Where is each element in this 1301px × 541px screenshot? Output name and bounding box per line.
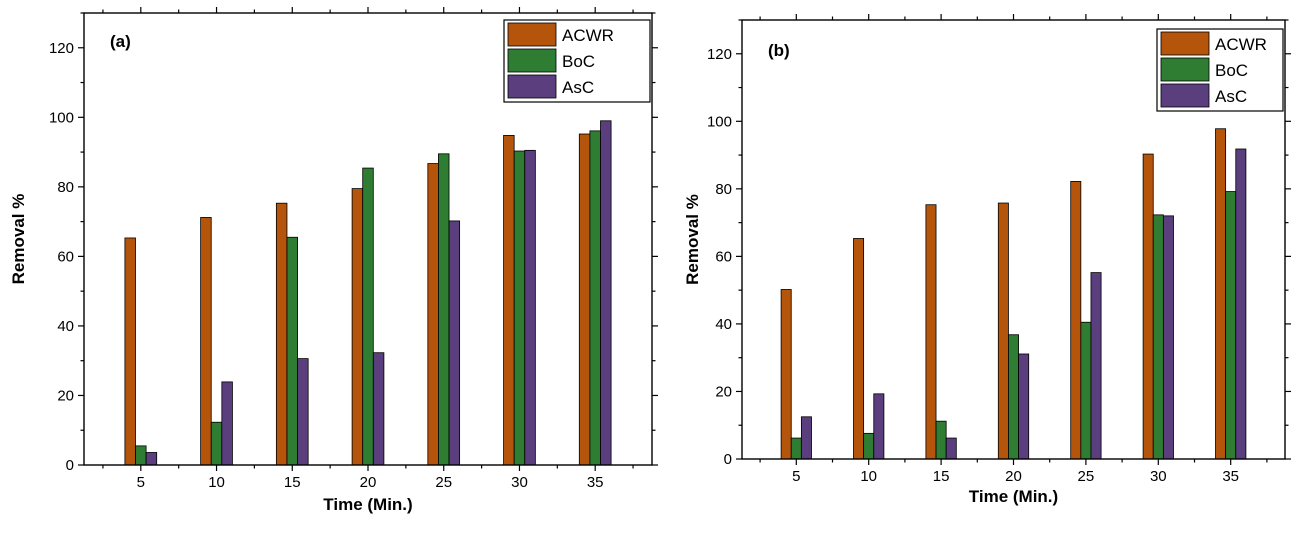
legend-swatch-acwr [1161, 32, 1209, 55]
x-tick-label: 30 [1150, 468, 1167, 485]
bar-boc-10 [211, 422, 222, 465]
legend-label-asc: AsC [1215, 87, 1247, 106]
bar-boc-20 [363, 168, 374, 465]
bar-acwr-5 [781, 289, 791, 459]
legend-swatch-boc [508, 49, 556, 72]
bar-acwr-35 [579, 134, 590, 465]
x-tick-label: 15 [933, 468, 950, 485]
legend-swatch-asc [1161, 84, 1209, 107]
chart-panel-a: 0 20 40 60 80 100 120 5 10 15 20 25 30 35 Time (Min.) R… [9, 7, 658, 514]
bar-asc-15 [946, 438, 956, 459]
bar-boc-15 [287, 237, 298, 465]
legend-swatch-acwr [508, 23, 556, 46]
bar-acwr-25 [428, 164, 439, 465]
bar-acwr-10 [854, 238, 864, 459]
x-tick-label: 20 [360, 474, 377, 491]
bar-boc-5 [136, 446, 147, 465]
bar-boc-30 [1153, 215, 1163, 459]
bar-asc-25 [1091, 273, 1101, 459]
x-tick-label: 35 [587, 474, 604, 491]
bar-boc-5 [791, 438, 801, 459]
y-tick-label: 40 [715, 316, 732, 333]
y-tick-label: 120 [707, 46, 732, 63]
bar-acwr-20 [998, 203, 1008, 459]
bar-asc-35 [601, 121, 612, 465]
legend: ACWR BoC AsC [1157, 29, 1283, 111]
bar-boc-35 [590, 131, 601, 465]
bar-acwr-30 [1143, 154, 1153, 459]
y-axis-title: Removal % [9, 194, 28, 285]
bar-asc-30 [525, 150, 536, 465]
x-tick-label: 25 [435, 474, 452, 491]
bar-asc-20 [1019, 354, 1029, 459]
x-axis-title: Time (Min.) [323, 495, 412, 514]
bar-asc-35 [1236, 149, 1246, 459]
y-tick-label: 0 [724, 451, 732, 468]
bar-asc-30 [1163, 216, 1173, 459]
x-tick-label: 5 [137, 474, 145, 491]
y-tick-label: 80 [57, 179, 74, 196]
bar-acwr-20 [352, 189, 363, 465]
bar-boc-35 [1226, 192, 1236, 459]
legend-swatch-boc [1161, 58, 1209, 81]
x-axis-title: Time (Min.) [969, 487, 1058, 506]
legend-label-boc: BoC [1215, 61, 1248, 80]
y-tick-label: 60 [715, 248, 732, 265]
legend-label-acwr: ACWR [562, 26, 614, 45]
bar-boc-25 [438, 154, 449, 465]
y-axis-title: Removal % [683, 194, 702, 285]
y-tick-label: 100 [707, 113, 732, 130]
legend: ACWR BoC AsC [504, 20, 650, 102]
bar-acwr-25 [1071, 181, 1081, 459]
legend-label-acwr: ACWR [1215, 35, 1267, 54]
bar-asc-20 [373, 353, 384, 465]
panel-label: (b) [768, 41, 790, 60]
bar-asc-10 [222, 382, 233, 465]
x-tick-label: 35 [1222, 468, 1239, 485]
bar-acwr-15 [276, 203, 287, 465]
bar-boc-10 [864, 433, 874, 459]
y-tick-label: 60 [57, 248, 74, 265]
x-tick-label: 5 [792, 468, 800, 485]
bar-acwr-15 [926, 205, 936, 459]
bar-asc-10 [874, 394, 884, 459]
bar-acwr-10 [201, 217, 212, 465]
bar-boc-25 [1081, 322, 1091, 459]
legend-label-asc: AsC [562, 78, 594, 97]
x-tick-label: 30 [511, 474, 528, 491]
y-tick-label: 80 [715, 181, 732, 198]
bar-acwr-35 [1216, 129, 1226, 459]
x-tick-label: 10 [208, 474, 225, 491]
y-tick-label: 100 [49, 109, 74, 126]
x-tick-label: 15 [284, 474, 301, 491]
bar-asc-5 [801, 417, 811, 459]
y-tick-label: 120 [49, 40, 74, 57]
y-tick-label: 40 [57, 318, 74, 335]
y-tick-label: 20 [57, 387, 74, 404]
bar-asc-15 [298, 359, 309, 465]
legend-swatch-asc [508, 75, 556, 98]
bar-boc-15 [936, 421, 946, 459]
bar-asc-25 [449, 221, 460, 465]
bar-asc-5 [146, 452, 157, 465]
x-tick-label: 25 [1078, 468, 1095, 485]
bar-acwr-30 [504, 135, 515, 465]
y-tick-label: 20 [715, 383, 732, 400]
y-tick-label: 0 [66, 457, 74, 474]
panel-label: (a) [110, 32, 131, 51]
chart-panel-b: 0 20 40 60 80 100 120 5 10 15 20 25 30 35 Time (Min.) R… [683, 14, 1291, 506]
legend-label-boc: BoC [562, 52, 595, 71]
x-tick-label: 10 [860, 468, 877, 485]
x-tick-label: 20 [1005, 468, 1022, 485]
bar-boc-20 [1008, 335, 1018, 459]
bar-boc-30 [514, 151, 525, 465]
bar-acwr-5 [125, 238, 136, 465]
